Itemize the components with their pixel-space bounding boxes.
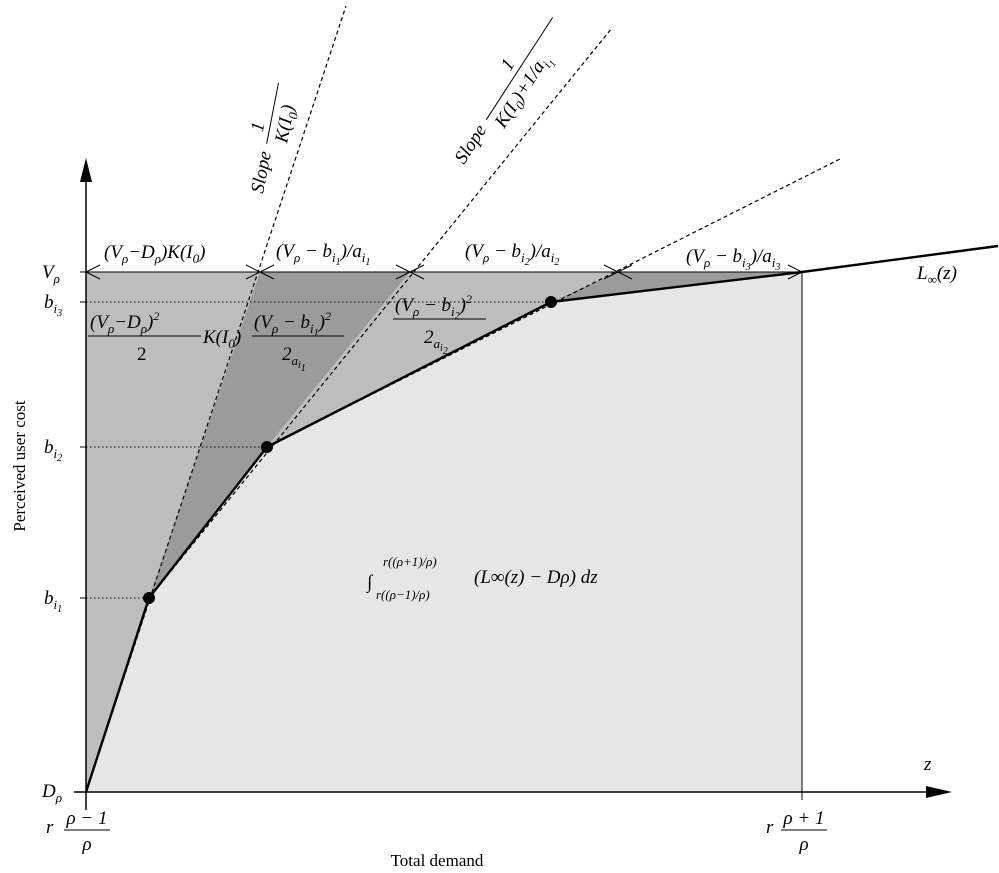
area-first-label: (Vρ−Dρ)2 2 K(I0) [88,309,241,365]
l-infinity-curve [84,244,999,793]
y-axis-arrowhead [80,158,92,182]
svg-text:K(I0): K(I0) [202,327,241,351]
interval-second-label: (Vρ − bi1)/ai1 [276,241,370,268]
svg-text:(Vρ − bi2)2: (Vρ − bi2)2 [395,292,472,322]
y-tick-marks [80,271,86,599]
area-third-label: (Vρ − bi2)2 2ai2 [393,292,486,357]
svg-text:(Vρ−Dρ)2: (Vρ−Dρ)2 [90,309,159,336]
svg-text:ρ − 1: ρ − 1 [66,808,108,829]
breakpoint-b-i2 [261,441,273,453]
area-first-triangle [86,272,260,792]
y-tick-d-rho: Dρ [41,781,62,805]
area-second-label: (Vρ − bi1)2 2ai1 [252,309,344,374]
svg-text:Slope: Slope [451,121,492,168]
area-integral-region [86,272,802,792]
area-integral-label: ∫ r((ρ+1)/ρ) r((ρ−1)/ρ) (L∞(z) − Dρ) dz [366,554,598,602]
svg-text:∫: ∫ [366,572,374,594]
x-tick-right-label: r ρ + 1 ρ [766,808,827,855]
y-tick-b-i3: bi3 [44,292,62,319]
area-third-triangle [267,272,618,447]
svg-text:r((ρ+1)/ρ): r((ρ+1)/ρ) [383,554,437,569]
svg-text:2ai2: 2ai2 [424,327,448,357]
slope-line-first [85,5,347,793]
breakpoint-b-i1 [143,592,155,604]
breakpoint-b-i3 [545,296,557,308]
svg-text:2ai1: 2ai1 [282,344,306,374]
y-tick-b-i2: bi2 [44,437,62,464]
slope-line-second [148,27,613,599]
l-infinity-label: L∞(z) [916,263,957,287]
svg-text:K(I0): K(I0) [271,103,302,146]
svg-text:1: 1 [247,120,269,133]
y-axis-title: Perceived user cost [10,400,29,532]
x-axis-title: Total demand [391,851,484,870]
svg-text:Slope: Slope [247,150,276,195]
svg-text:ρ: ρ [81,834,91,855]
slope-label-second: Slope 1 K(I0)+1/ai1 [451,17,559,168]
svg-text:ρ + 1: ρ + 1 [783,808,825,829]
interval-first-label: (Vρ−Dρ)K(I0) [104,242,205,266]
y-tick-b-i1: bi1 [44,588,62,615]
x-tick-left-label: r ρ − 1 ρ [46,808,110,855]
svg-text:r: r [766,817,774,838]
svg-text:2: 2 [137,344,147,365]
x-axis-symbol: z [923,754,932,775]
x-axis-arrowhead [926,786,952,798]
svg-text:r((ρ−1)/ρ): r((ρ−1)/ρ) [376,587,430,602]
svg-text:(Vρ − bi1)2: (Vρ − bi1)2 [254,309,331,339]
svg-text:ρ: ρ [798,834,808,855]
interval-arrows [84,264,804,280]
svg-text:(L∞(z) − Dρ) dz: (L∞(z) − Dρ) dz [474,567,598,588]
y-tick-v-rho: Vρ [42,262,60,286]
interval-third-label: (Vρ − bi2)/ai2 [465,241,559,268]
svg-text:r: r [46,817,54,838]
area-second-triangle [149,272,410,598]
svg-text:1: 1 [497,55,520,74]
slope-label-first: Slope 1 K(I0) [247,82,302,195]
interval-fourth-label: (Vρ − bi3)/ai3 [686,246,780,273]
